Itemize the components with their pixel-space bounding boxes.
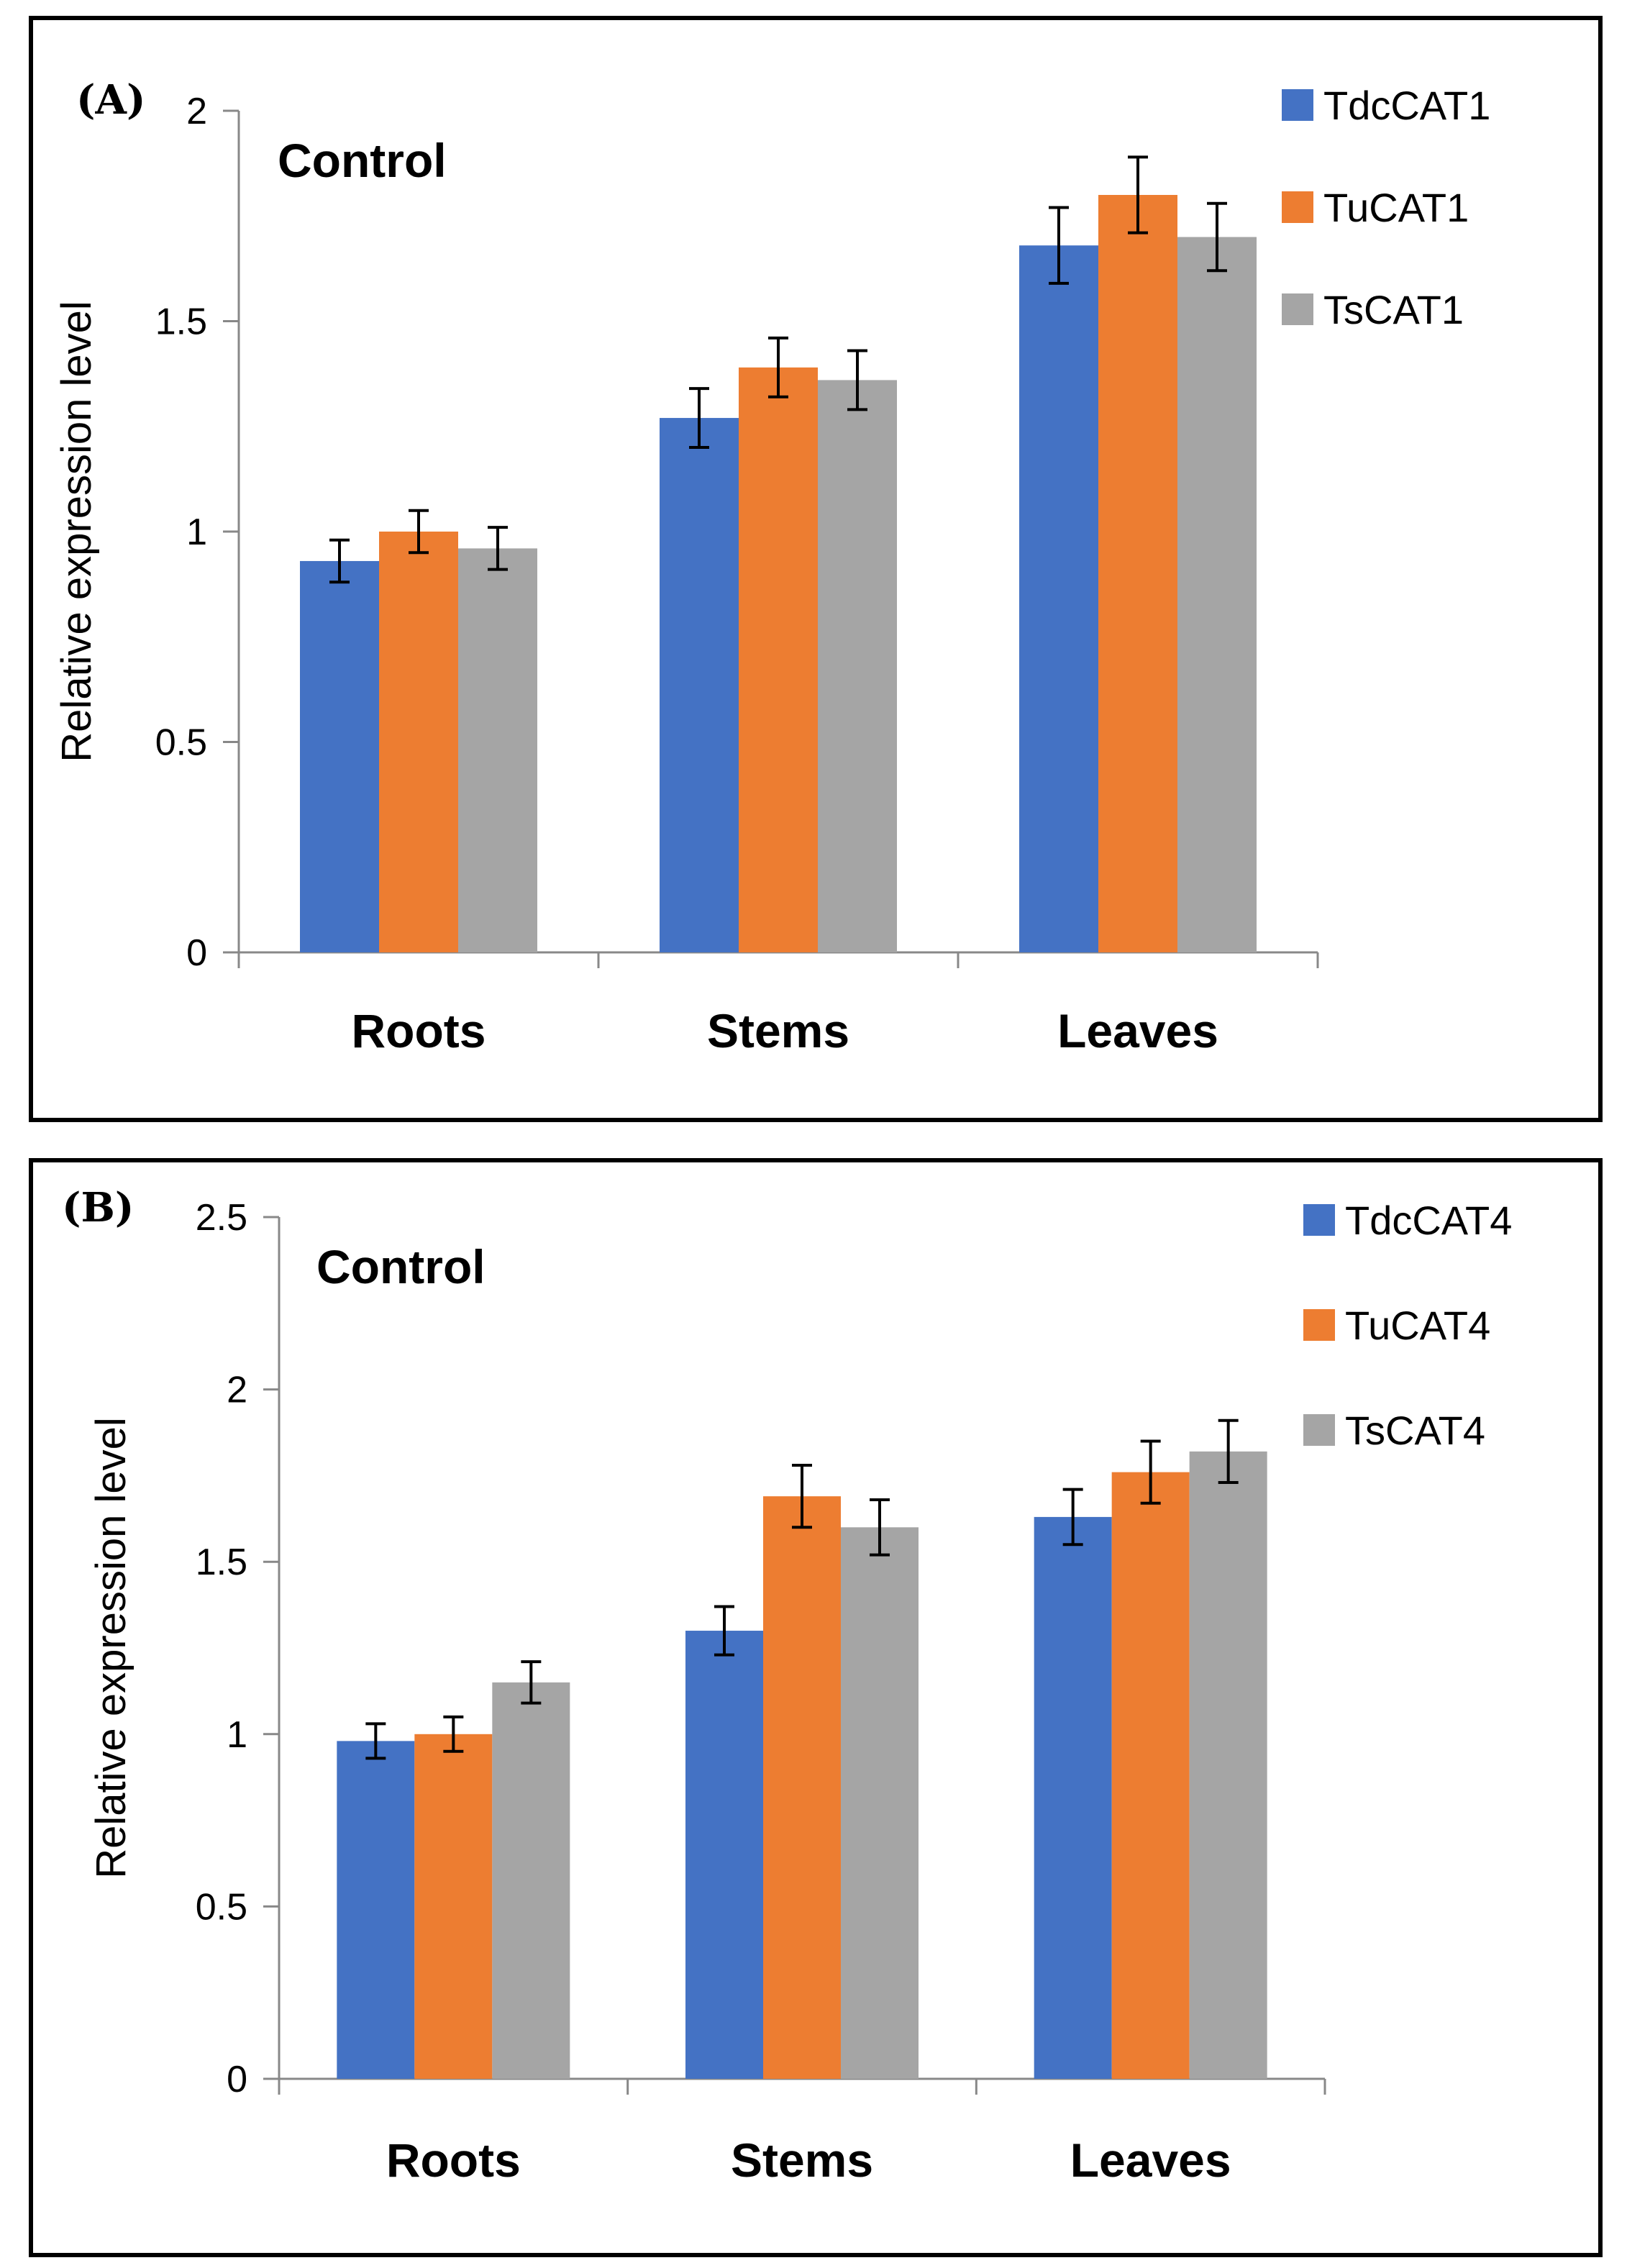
chart-panel-a: (A) 0 0.5 1 1.5 2 Relative expression level Con… xyxy=(29,16,1603,1122)
chart-a-y-tick-label: 1.5 xyxy=(155,301,207,343)
chart-b-y-tick-label: 2.5 xyxy=(196,1197,247,1239)
chart-a-category-label: Leaves xyxy=(1057,1004,1218,1057)
chart-a-bar-TdcCAT1-Leaves xyxy=(1019,245,1098,952)
chart-a-bar-TuCAT1-Roots xyxy=(379,532,458,952)
chart-a-category-label: Stems xyxy=(707,1004,849,1057)
chart-a-y-tick-label: 1 xyxy=(186,511,207,553)
chart-a-legend-swatch xyxy=(1282,191,1313,223)
chart-a-bar-TuCAT1-Leaves xyxy=(1098,195,1177,952)
chart-b-bar-TsCAT4-Stems xyxy=(841,1527,919,2079)
chart-b-bar-TdcCAT4-Leaves xyxy=(1034,1516,1112,2079)
chart-b-y-tick-label: 2 xyxy=(227,1370,247,1411)
chart-b-legend-swatch xyxy=(1303,1414,1335,1446)
chart-a-bar-TsCAT1-Leaves xyxy=(1177,237,1257,952)
chart-a-y-tick-label: 0.5 xyxy=(155,722,207,764)
chart-b-bar-TuCAT4-Leaves xyxy=(1111,1472,1190,2079)
chart-b-legend-entry: TuCAT4 xyxy=(1345,1303,1490,1348)
chart-a-legend-swatch xyxy=(1282,89,1313,121)
chart-b-y-axis-label: Relative expression level xyxy=(88,1417,135,1879)
chart-a-y-tick-label: 2 xyxy=(186,91,207,132)
chart-b-bar-TuCAT4-Roots xyxy=(414,1734,493,2079)
chart-b-bar-TdcCAT4-Stems xyxy=(685,1631,763,2079)
chart-b-legend-swatch xyxy=(1303,1309,1335,1341)
chart-b-y-tick-label: 0.5 xyxy=(196,1886,247,1928)
chart-a-panel-label: (A) xyxy=(76,76,145,124)
chart-b-bar-TsCAT4-Roots xyxy=(492,1682,570,2079)
chart-a-bar-TuCAT1-Stems xyxy=(739,367,818,953)
chart-a-y-tick-label: 0 xyxy=(186,932,207,974)
chart-b-svg: (B) 0 0.5 1 1.5 2 2.5 Relative expression level… xyxy=(62,1184,1512,2187)
chart-a-bar-TsCAT1-Stems xyxy=(818,380,897,952)
chart-b-y-tick-label: 1 xyxy=(227,1714,247,1756)
chart-b-legend-entry: TdcCAT4 xyxy=(1345,1198,1512,1243)
chart-a-legend-entry: TsCAT1 xyxy=(1323,287,1464,332)
chart-a-bar-TdcCAT1-Stems xyxy=(660,418,739,952)
chart-a-bar-TdcCAT1-Roots xyxy=(300,560,379,952)
chart-b-bar-TsCAT4-Leaves xyxy=(1189,1451,1267,2079)
chart-b-legend-swatch xyxy=(1303,1204,1335,1236)
chart-b-annotation-control: Control xyxy=(316,1240,486,1293)
chart-a-svg: (A) 0 0.5 1 1.5 2 Relative expression level Con… xyxy=(53,76,1490,1057)
chart-panel-b: (B) 0 0.5 1 1.5 2 2.5 Relative expression level… xyxy=(29,1158,1603,2257)
chart-b-y-tick-label: 1.5 xyxy=(196,1541,247,1583)
chart-b-bar-TuCAT4-Stems xyxy=(763,1496,841,2079)
chart-a-legend-entry: TdcCAT1 xyxy=(1323,83,1490,128)
chart-b-category-label: Leaves xyxy=(1070,2133,1231,2187)
chart-a-bar-TsCAT1-Roots xyxy=(458,548,537,952)
chart-a-annotation-control: Control xyxy=(278,134,447,187)
chart-b-bar-TdcCAT4-Roots xyxy=(337,1741,415,2079)
chart-b-legend-entry: TsCAT4 xyxy=(1345,1408,1485,1453)
chart-b-y-tick-label: 0 xyxy=(227,2059,247,2100)
chart-a-y-axis-label: Relative expression level xyxy=(53,301,100,762)
chart-a-category-label: Roots xyxy=(352,1004,486,1057)
chart-a-legend-swatch xyxy=(1282,293,1313,325)
chart-a-legend-entry: TuCAT1 xyxy=(1323,185,1469,230)
chart-b-category-label: Roots xyxy=(386,2133,521,2187)
chart-b-category-label: Stems xyxy=(731,2133,873,2187)
chart-b-panel-label: (B) xyxy=(62,1184,134,1231)
